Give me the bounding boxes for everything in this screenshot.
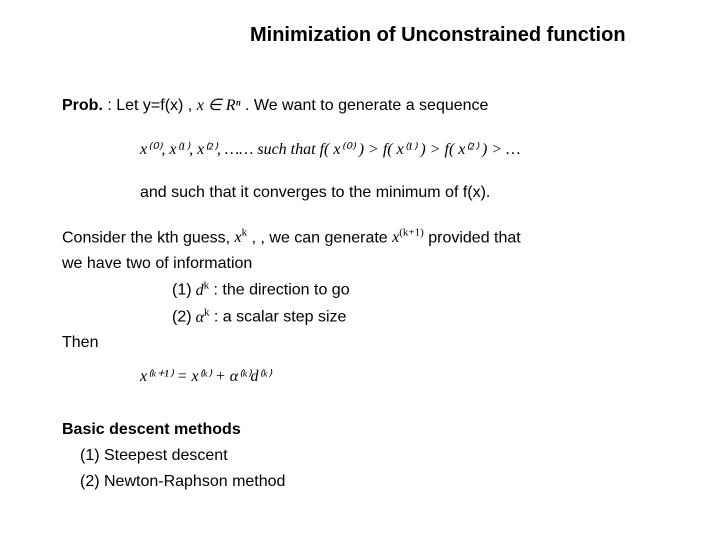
then-math-line: x⁽ᵏ⁺¹⁾ = x⁽ᵏ⁾ + α⁽ᵏ⁾d⁽ᵏ⁾: [140, 366, 690, 388]
item2-text: : a scalar step size: [209, 309, 346, 326]
prob-label: Prob.: [62, 97, 103, 114]
item1-math: dk: [192, 282, 210, 299]
consider-line2-text: we have two of information: [62, 255, 252, 272]
consider-line1: Consider the kth guess, xk , , we can ge…: [62, 226, 690, 249]
slide-title: Minimization of Unconstrained function: [250, 24, 626, 47]
prob-text1: : Let y=f(x) ,: [103, 97, 197, 114]
consider-text1: Consider the kth guess,: [62, 229, 235, 246]
basic-item1-line: (1) Steepest descent: [80, 445, 690, 467]
item1-text: : the direction to go: [209, 282, 350, 299]
basic-item2: (2) Newton-Raphson method: [80, 473, 285, 490]
consider-xk: xk: [235, 229, 248, 246]
item1-num: (1): [172, 282, 192, 299]
consider-xk1: x(k+1): [392, 229, 424, 246]
then-text: Then: [62, 334, 98, 351]
prob-text2: . We want to generate a sequence: [241, 97, 489, 114]
sequence-math: x⁽⁰⁾, x⁽¹⁾, x⁽²⁾, …… such that f( x⁽⁰⁾ )…: [140, 141, 520, 158]
prob-math-xrn: x ∈ Rⁿ: [197, 97, 241, 114]
consider-text2: , , we can generate: [247, 229, 392, 246]
item2-num: (2): [172, 309, 192, 326]
problem-line: Prob. : Let y=f(x) , x ∈ Rⁿ . We want to…: [62, 95, 690, 117]
info-item1: (1) dk : the direction to go: [172, 278, 690, 301]
info-item2: (2) αk : a scalar step size: [172, 305, 690, 328]
basic-item1: (1) Steepest descent: [80, 447, 228, 464]
consider-text3: provided that: [424, 229, 521, 246]
item2-math: αk: [192, 309, 210, 326]
then-math: x⁽ᵏ⁺¹⁾ = x⁽ᵏ⁾ + α⁽ᵏ⁾d⁽ᵏ⁾: [140, 368, 271, 385]
sequence-math-line: x⁽⁰⁾, x⁽¹⁾, x⁽²⁾, …… such that f( x⁽⁰⁾ )…: [140, 139, 690, 161]
then-line: Then: [62, 332, 690, 354]
basic-heading-line: Basic descent methods: [62, 419, 690, 441]
consider-line2: we have two of information: [62, 253, 690, 275]
converge-line: and such that it converges to the minimu…: [140, 182, 690, 204]
slide-content: Prob. : Let y=f(x) , x ∈ Rⁿ . We want to…: [62, 95, 690, 496]
basic-item2-line: (2) Newton-Raphson method: [80, 471, 690, 493]
basic-heading: Basic descent methods: [62, 421, 241, 438]
converge-text: and such that it converges to the minimu…: [140, 184, 490, 201]
